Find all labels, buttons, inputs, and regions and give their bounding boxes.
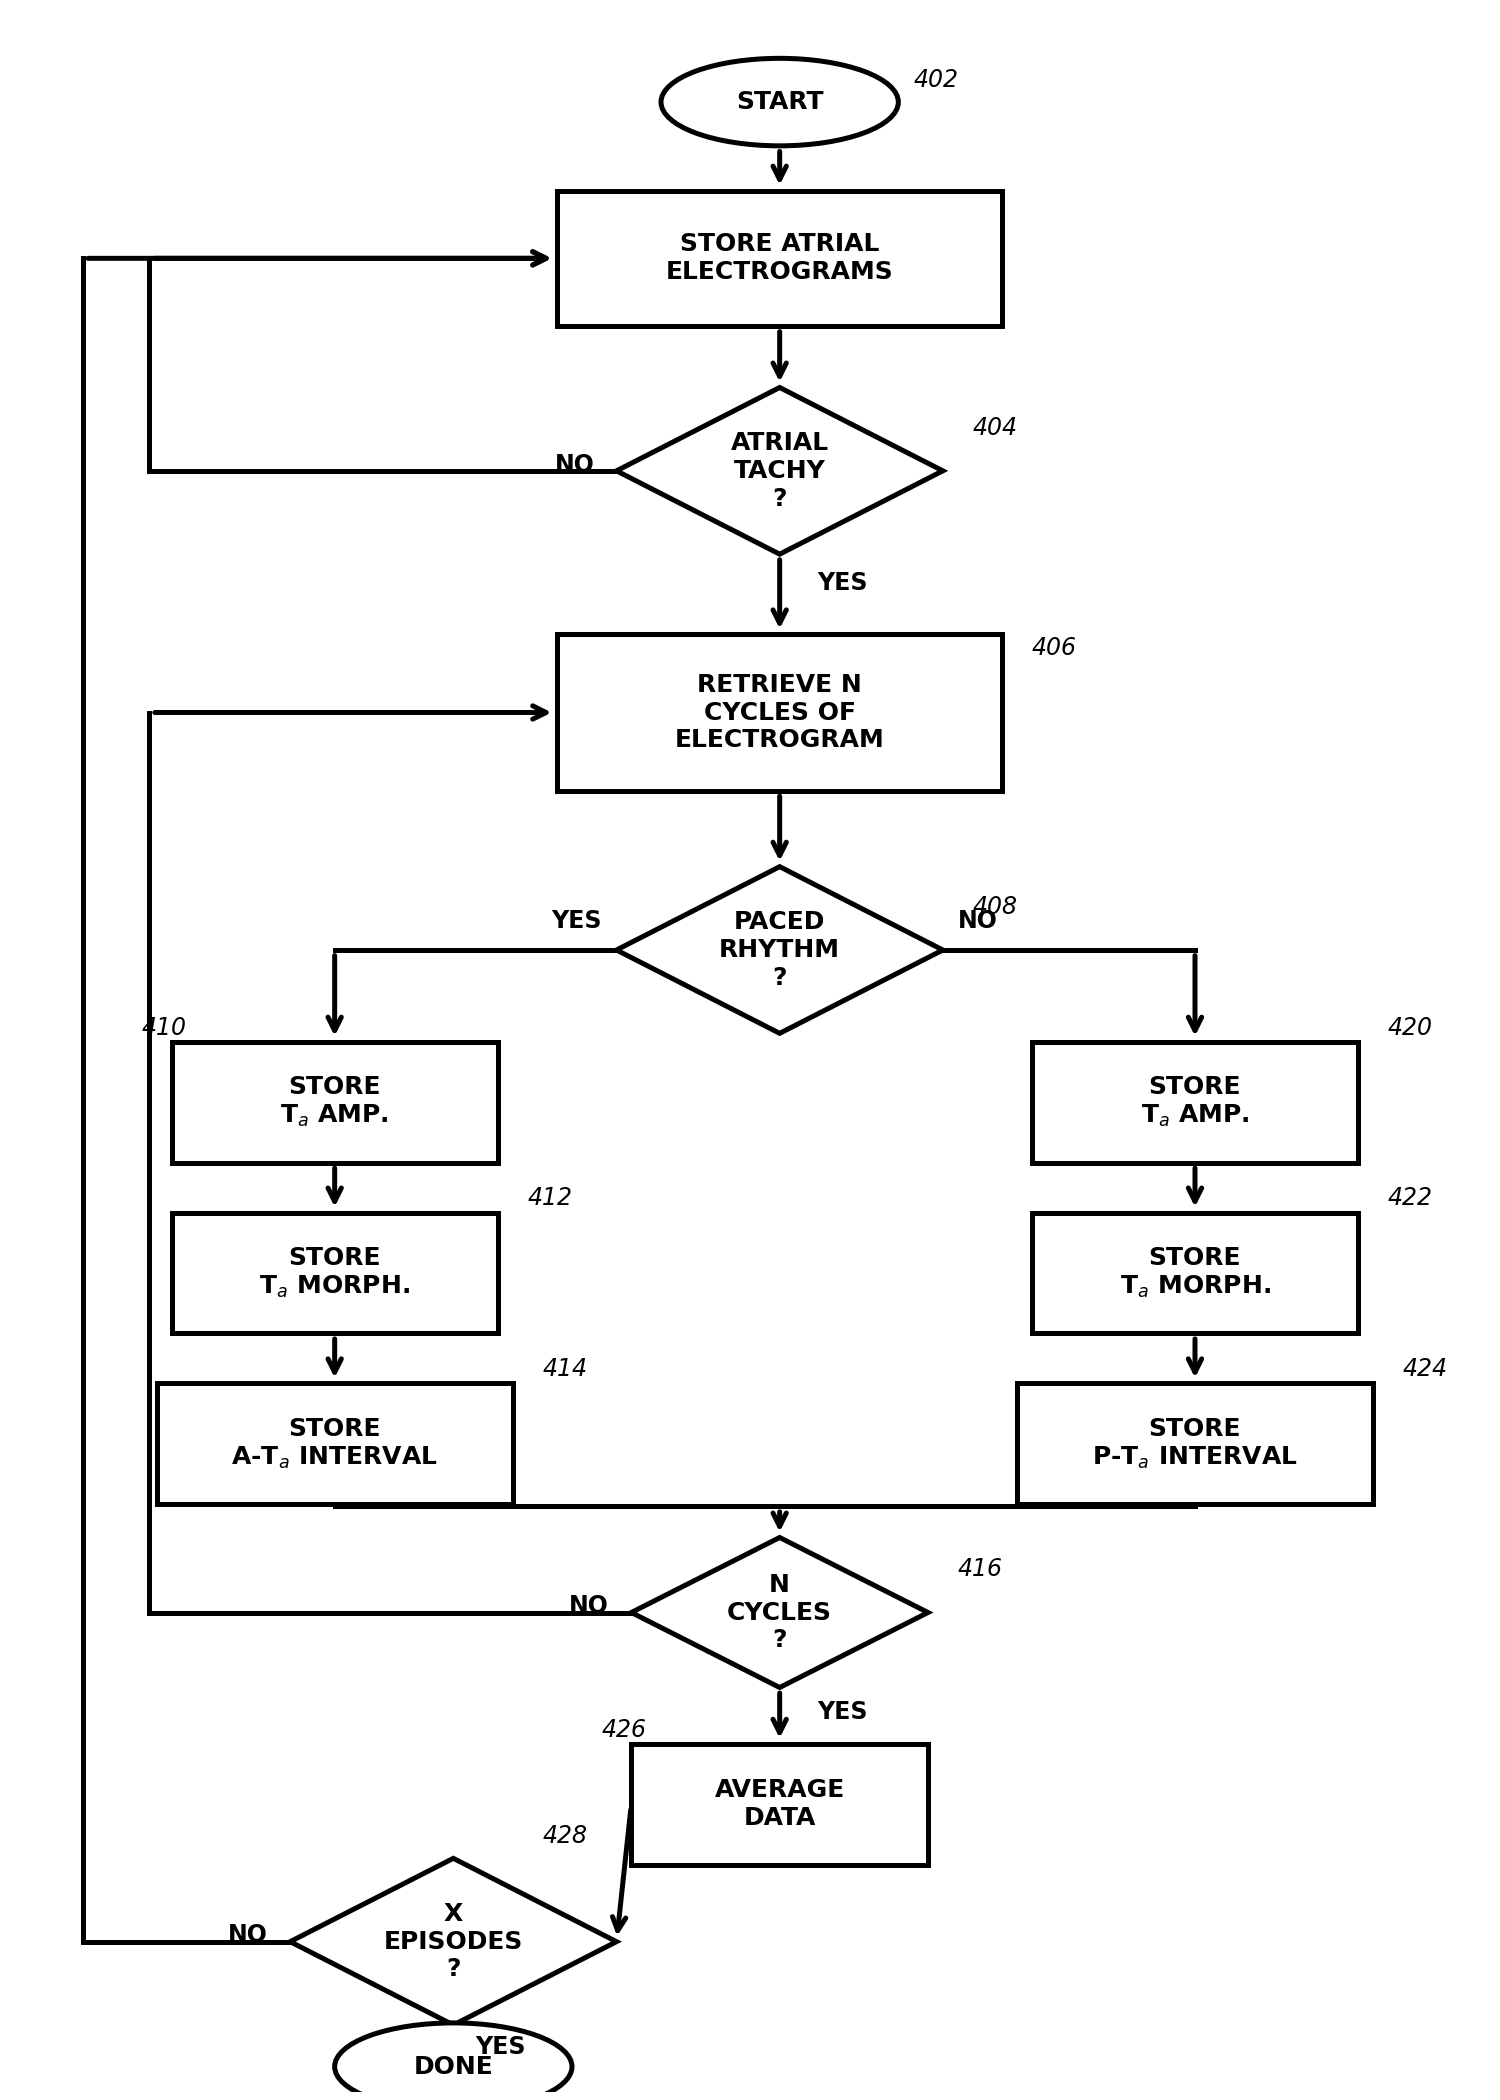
Text: 428: 428 (543, 1825, 588, 1848)
Text: STORE
T$_a$ AMP.: STORE T$_a$ AMP. (280, 1075, 388, 1130)
FancyBboxPatch shape (556, 191, 1002, 326)
Text: RETRIEVE N
CYCLES OF
ELECTROGRAM: RETRIEVE N CYCLES OF ELECTROGRAM (675, 672, 885, 752)
Text: YES: YES (550, 909, 602, 932)
FancyBboxPatch shape (556, 634, 1002, 790)
FancyBboxPatch shape (632, 1743, 928, 1865)
Text: ATRIAL
TACHY
?: ATRIAL TACHY ? (730, 430, 828, 510)
Text: NO: NO (228, 1924, 268, 1947)
Text: X
EPISODES
?: X EPISODES ? (384, 1903, 524, 1982)
Text: STORE
P-T$_a$ INTERVAL: STORE P-T$_a$ INTERVAL (1092, 1418, 1298, 1470)
FancyBboxPatch shape (1032, 1212, 1358, 1334)
Text: PACED
RHYTHM
?: PACED RHYTHM ? (718, 909, 840, 989)
Text: 414: 414 (543, 1357, 588, 1382)
Text: 404: 404 (972, 416, 1017, 439)
Ellipse shape (334, 2022, 572, 2100)
Text: STORE
T$_a$ AMP.: STORE T$_a$ AMP. (1140, 1075, 1250, 1130)
FancyBboxPatch shape (1032, 1042, 1358, 1163)
Text: STORE
A-T$_a$ INTERVAL: STORE A-T$_a$ INTERVAL (231, 1418, 438, 1470)
Text: 408: 408 (972, 895, 1017, 920)
Text: STORE
T$_a$ MORPH.: STORE T$_a$ MORPH. (1119, 1245, 1270, 1300)
Text: DONE: DONE (414, 2054, 494, 2079)
Text: NO: NO (555, 454, 594, 477)
Ellipse shape (662, 59, 898, 145)
Text: 420: 420 (1388, 1016, 1432, 1040)
Polygon shape (616, 388, 944, 554)
Polygon shape (290, 1858, 616, 2024)
Text: 422: 422 (1388, 1186, 1432, 1210)
Text: 402: 402 (914, 67, 958, 92)
Polygon shape (616, 867, 944, 1033)
FancyBboxPatch shape (171, 1212, 498, 1334)
Text: 426: 426 (602, 1718, 646, 1741)
FancyBboxPatch shape (171, 1042, 498, 1163)
Text: NO: NO (957, 909, 998, 932)
Text: NO: NO (568, 1594, 609, 1619)
Text: 410: 410 (142, 1016, 188, 1040)
Text: YES: YES (818, 1701, 867, 1724)
Text: STORE ATRIAL
ELECTROGRAMS: STORE ATRIAL ELECTROGRAMS (666, 233, 894, 284)
Text: 412: 412 (528, 1186, 573, 1210)
FancyBboxPatch shape (1017, 1384, 1372, 1504)
Text: N
CYCLES
?: N CYCLES ? (728, 1573, 833, 1653)
Polygon shape (632, 1537, 928, 1688)
Text: STORE
T$_a$ MORPH.: STORE T$_a$ MORPH. (260, 1245, 410, 1300)
Text: 416: 416 (957, 1558, 1002, 1581)
Text: YES: YES (818, 571, 867, 594)
FancyBboxPatch shape (156, 1384, 513, 1504)
Text: START: START (736, 90, 824, 113)
Text: AVERAGE
DATA: AVERAGE DATA (714, 1779, 844, 1829)
Text: 424: 424 (1402, 1357, 1447, 1382)
Text: 406: 406 (1032, 636, 1077, 659)
Text: YES: YES (476, 2035, 526, 2060)
